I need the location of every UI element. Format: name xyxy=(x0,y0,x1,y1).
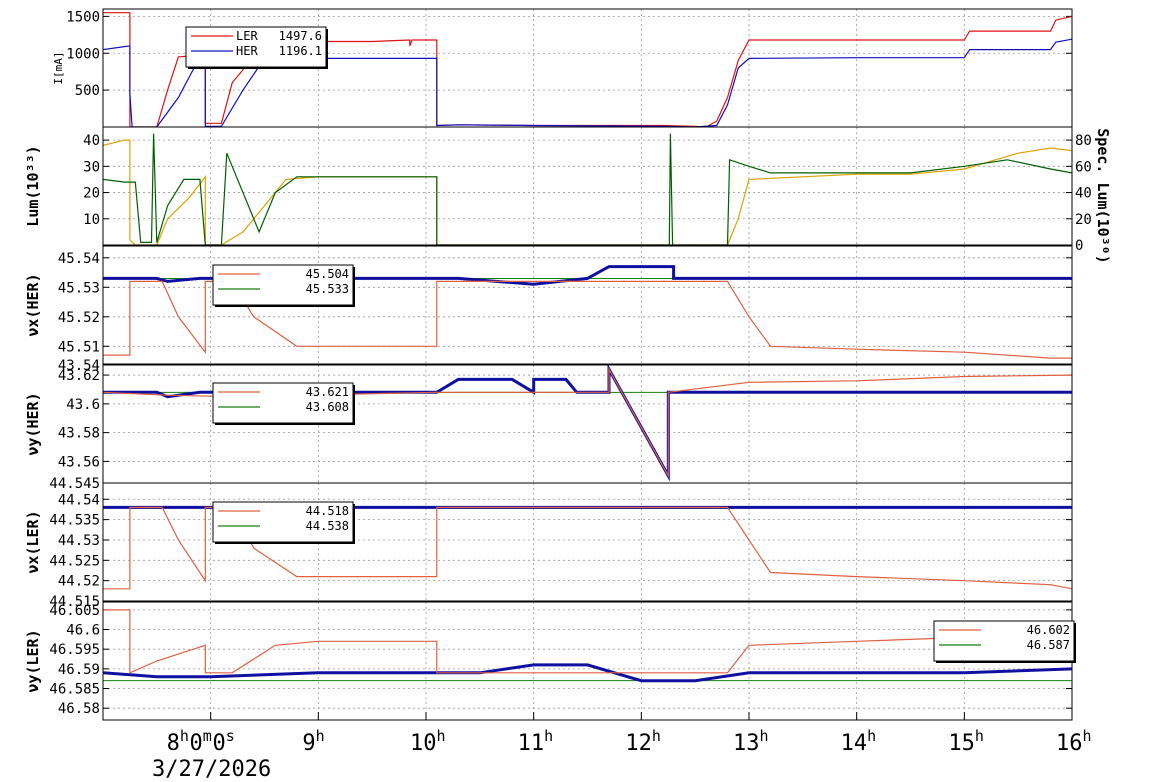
legend-name: HER xyxy=(236,44,258,58)
y-tick-label: 45.51 xyxy=(58,339,100,355)
y-tick-label: 46.605 xyxy=(49,603,100,619)
y-tick-label: 500 xyxy=(75,83,100,99)
y-tick-label: 46.585 xyxy=(49,682,100,698)
panel-frame xyxy=(102,126,1073,246)
series-set xyxy=(103,609,1072,674)
x-tick-label: 15h xyxy=(948,727,984,756)
y2-tick-label: 20 xyxy=(1075,212,1092,228)
series-tune xyxy=(103,265,1072,286)
y-axis-label: νy(HER) xyxy=(24,392,42,455)
legend-value: 44.518 xyxy=(306,504,349,518)
y-tick-label: 1000 xyxy=(66,46,100,62)
x-tick-label: 8h 0m 0s xyxy=(167,727,235,756)
y-axis-label: I[mA] xyxy=(52,51,65,84)
y2-tick-label: 40 xyxy=(1075,186,1092,202)
y-tick-label: 40 xyxy=(83,133,100,149)
y-tick-label: 43.62 xyxy=(58,368,100,384)
y-axis-label: Lum(10³³) xyxy=(24,145,42,226)
legend-value: 46.602 xyxy=(1027,623,1070,637)
y-tick-label: 43.54 xyxy=(58,358,100,374)
legend-value: 45.533 xyxy=(306,282,349,296)
legend-box xyxy=(185,26,327,68)
series-HER xyxy=(103,38,1072,127)
legend-value: 1497.6 xyxy=(279,29,322,43)
legend-value: 45.504 xyxy=(306,267,349,281)
date-label: 3/27/2026 xyxy=(152,757,271,782)
y2-tick-label: 60 xyxy=(1075,159,1092,175)
legend: LER 1497.6 HER 1196.1 xyxy=(185,26,328,69)
y-tick-label: 43.56 xyxy=(58,454,100,470)
y-tick-label: 44.52 xyxy=(58,574,100,590)
legend-box xyxy=(212,264,354,306)
panel-frame xyxy=(102,601,1073,721)
series-tune xyxy=(103,663,1072,683)
legend-name: LER xyxy=(236,29,258,43)
legend-value: 1196.1 xyxy=(279,44,322,58)
y-tick-label: 20 xyxy=(83,186,100,202)
x-tick-label: 9h xyxy=(302,727,324,756)
legend-box xyxy=(212,382,354,424)
y-tick-label: 44.525 xyxy=(49,553,100,569)
y-tick-label: 46.58 xyxy=(58,701,100,717)
y-tick-label: 45.53 xyxy=(58,280,100,296)
series-set xyxy=(103,280,1072,359)
y-tick-label: 30 xyxy=(83,159,100,175)
x-tick-label: 11h xyxy=(518,727,554,756)
y-tick-label: 44.535 xyxy=(49,513,100,529)
panel-nuy_ler: 46.58 46.585 46.59 46.595 46.6 46.605 νy(LER) 4… xyxy=(24,601,1076,721)
y-tick-label: 44.54 xyxy=(58,492,100,508)
y-tick-label: 46.595 xyxy=(49,642,100,658)
series-group xyxy=(103,609,1072,683)
series-group xyxy=(103,133,1072,245)
y-tick-label: 10 xyxy=(83,212,100,228)
x-tick-label: 16h xyxy=(1056,727,1092,756)
y-axis-label: νx(LER) xyxy=(24,510,42,573)
legend-value: 43.621 xyxy=(306,385,349,399)
y-tick-label: 43.58 xyxy=(58,426,100,442)
y-tick-label: 46.59 xyxy=(58,662,100,678)
legend-value: 44.538 xyxy=(306,519,349,533)
legend-box xyxy=(933,620,1075,662)
x-tick-label: 10h xyxy=(410,727,446,756)
x-tick-label: 14h xyxy=(841,727,877,756)
panel-frame xyxy=(102,245,1073,365)
panel-lumi: 10 20 30 40 Lum(10³³) 0 20 40 60 80 Spec. Lum(10³⁰… xyxy=(24,126,1112,264)
y2-axis-label: Spec. Lum(10³⁰) xyxy=(1094,128,1112,263)
series-luminosity xyxy=(103,139,1072,245)
series-specific-luminosity xyxy=(103,133,1072,245)
panel-current: 500 1000 1500 I[mA] LER 1497.6 HER 1196.1 xyxy=(52,8,1073,128)
y-tick-label: 43.6 xyxy=(66,397,100,413)
x-tick-label: 13h xyxy=(733,727,769,756)
y2-tick-label: 80 xyxy=(1075,133,1092,149)
series-tune xyxy=(103,365,1072,482)
y-tick-label: 45.54 xyxy=(58,251,100,267)
legend-value: 43.608 xyxy=(306,400,349,414)
x-tick-label: 12h xyxy=(625,727,661,756)
y-tick-label: 45.52 xyxy=(58,310,100,326)
y-tick-label: 44.53 xyxy=(58,533,100,549)
y-axis-label: νy(LER) xyxy=(24,629,42,692)
y2-tick-label: 0 xyxy=(1075,238,1083,254)
legend-value: 46.587 xyxy=(1027,638,1070,652)
y-tick-label: 46.6 xyxy=(66,623,100,639)
y-tick-label: 44.545 xyxy=(49,476,100,492)
legend-box xyxy=(212,501,354,543)
series-set xyxy=(103,506,1072,590)
y-tick-label: 44.515 xyxy=(49,594,100,610)
y-tick-label: 1500 xyxy=(66,9,100,25)
panel-frame xyxy=(102,482,1073,602)
y-axis-label: νx(HER) xyxy=(24,273,42,336)
